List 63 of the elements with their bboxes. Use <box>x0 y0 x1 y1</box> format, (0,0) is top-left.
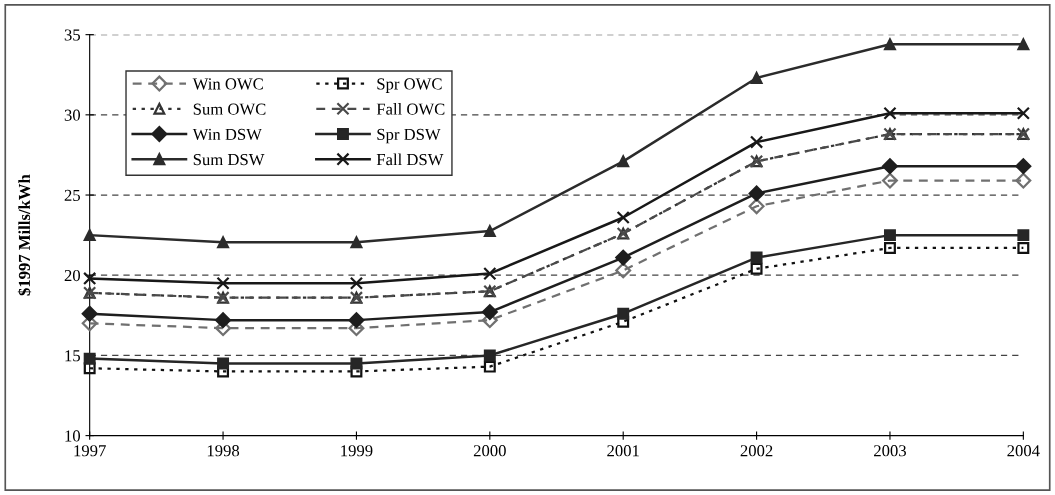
point <box>348 312 365 329</box>
point <box>749 135 764 149</box>
point <box>215 312 232 329</box>
point <box>1017 241 1030 254</box>
y-tick-label: 20 <box>64 269 81 282</box>
point <box>883 106 897 120</box>
point <box>349 276 364 290</box>
x-tick-label: 1997 <box>74 445 106 457</box>
point <box>748 185 765 202</box>
point <box>881 158 898 175</box>
y-tick-label: 15 <box>65 350 80 362</box>
point <box>615 262 632 279</box>
x-tick-label: 2001 <box>607 445 639 457</box>
y-axis-title: $1997 Mills/kWh <box>17 174 32 296</box>
point <box>1017 38 1030 51</box>
x-tick-label: 1998 <box>207 445 240 457</box>
point <box>750 71 763 84</box>
y-tick-label: 35 <box>64 29 80 41</box>
legend-label: Fall DSW <box>376 153 444 166</box>
point <box>884 38 896 51</box>
point <box>750 251 763 264</box>
point <box>483 360 496 373</box>
point <box>615 249 632 266</box>
point <box>216 276 230 290</box>
point <box>481 304 498 321</box>
point <box>350 236 363 249</box>
point <box>617 307 630 320</box>
x-tick-label: 2004 <box>1007 445 1040 457</box>
point <box>83 271 97 286</box>
point <box>83 352 96 365</box>
point <box>483 349 496 362</box>
x-tick-label: 2000 <box>473 445 506 457</box>
point <box>881 172 898 189</box>
point <box>884 241 896 254</box>
point <box>217 236 230 249</box>
legend-label: Spr DSW <box>377 128 441 144</box>
y-tick-label: 30 <box>64 109 81 121</box>
point <box>750 262 763 275</box>
point <box>217 357 230 370</box>
point <box>748 198 765 215</box>
point <box>81 305 98 322</box>
point <box>1015 172 1032 189</box>
x-tick-label: 2003 <box>874 445 906 457</box>
point <box>483 266 497 281</box>
point <box>350 357 363 370</box>
y-tick-label: 10 <box>65 430 81 442</box>
legend-label: Fall OWC <box>376 103 445 115</box>
point <box>83 362 96 375</box>
x-tick-label: 1999 <box>341 445 373 457</box>
legend-label: Sum DSW <box>193 154 265 166</box>
point <box>617 155 630 168</box>
point <box>616 210 630 225</box>
legend-label: Sum OWC <box>193 103 266 115</box>
point <box>83 229 96 242</box>
point <box>1017 229 1030 242</box>
y-tick-label: 25 <box>64 189 80 201</box>
legend-label: Spr OWC <box>377 78 442 93</box>
x-tick-label: 2002 <box>740 445 773 457</box>
point <box>884 229 896 242</box>
legend-label: Win DSW <box>192 128 262 141</box>
legend-label: Win OWC <box>192 78 263 90</box>
point <box>1016 106 1031 120</box>
point <box>1015 158 1032 175</box>
